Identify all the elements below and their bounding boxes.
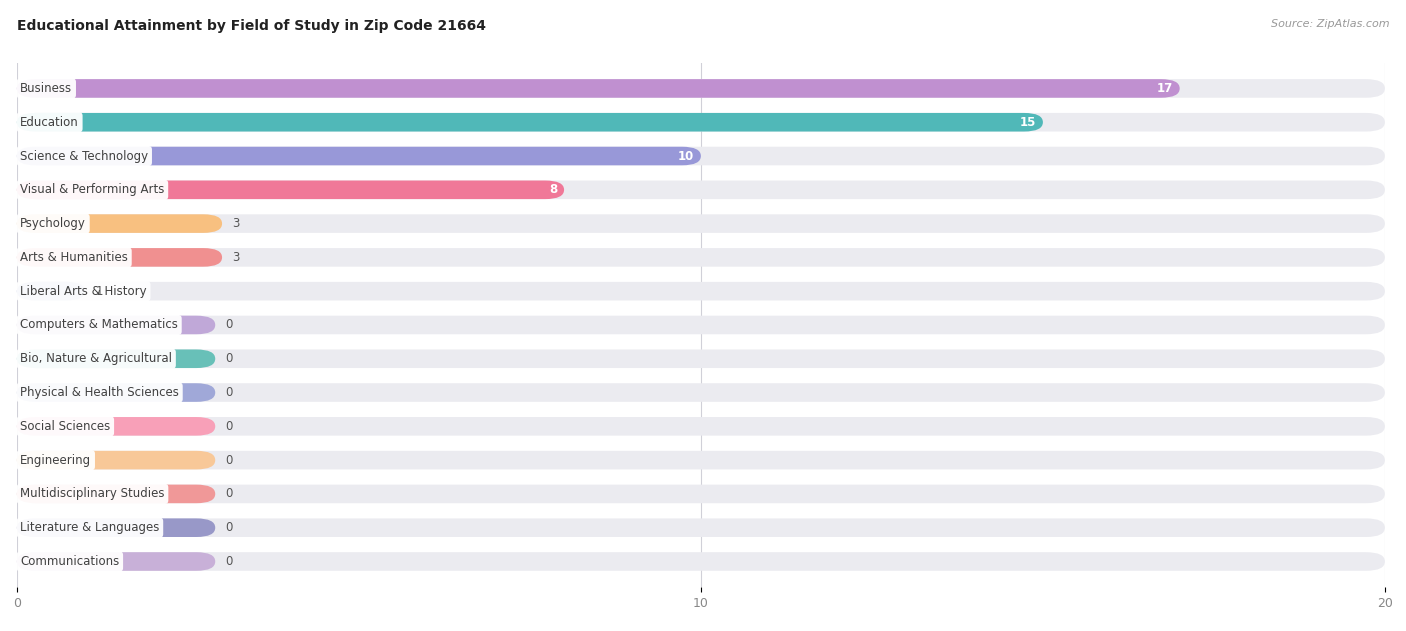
Text: 0: 0 xyxy=(225,352,233,365)
FancyBboxPatch shape xyxy=(17,316,215,334)
Text: 17: 17 xyxy=(1157,82,1173,95)
Text: 3: 3 xyxy=(232,251,239,264)
FancyBboxPatch shape xyxy=(17,383,215,402)
FancyBboxPatch shape xyxy=(17,552,215,571)
Text: Visual & Performing Arts: Visual & Performing Arts xyxy=(20,184,165,196)
FancyBboxPatch shape xyxy=(17,79,1385,98)
Text: Engineering: Engineering xyxy=(20,454,91,466)
FancyBboxPatch shape xyxy=(17,113,1385,131)
Text: 0: 0 xyxy=(225,555,233,568)
Text: Literature & Languages: Literature & Languages xyxy=(20,521,160,534)
FancyBboxPatch shape xyxy=(17,552,1385,571)
Text: 0: 0 xyxy=(225,487,233,500)
FancyBboxPatch shape xyxy=(17,350,215,368)
Text: Business: Business xyxy=(20,82,73,95)
FancyBboxPatch shape xyxy=(17,383,1385,402)
Text: 1: 1 xyxy=(96,285,103,298)
Text: Psychology: Psychology xyxy=(20,217,86,230)
FancyBboxPatch shape xyxy=(17,79,1180,98)
Text: 0: 0 xyxy=(225,319,233,331)
FancyBboxPatch shape xyxy=(17,215,222,233)
Text: 0: 0 xyxy=(225,386,233,399)
FancyBboxPatch shape xyxy=(17,417,215,435)
FancyBboxPatch shape xyxy=(17,282,1385,300)
FancyBboxPatch shape xyxy=(17,350,1385,368)
Text: 0: 0 xyxy=(225,420,233,433)
Text: Source: ZipAtlas.com: Source: ZipAtlas.com xyxy=(1271,19,1389,29)
FancyBboxPatch shape xyxy=(17,215,1385,233)
Text: Science & Technology: Science & Technology xyxy=(20,150,149,163)
FancyBboxPatch shape xyxy=(17,147,1385,165)
FancyBboxPatch shape xyxy=(17,248,1385,267)
Text: 0: 0 xyxy=(225,454,233,466)
FancyBboxPatch shape xyxy=(17,451,215,469)
FancyBboxPatch shape xyxy=(17,519,215,537)
FancyBboxPatch shape xyxy=(17,519,1385,537)
Text: Education: Education xyxy=(20,115,79,129)
Text: Communications: Communications xyxy=(20,555,120,568)
Text: Liberal Arts & History: Liberal Arts & History xyxy=(20,285,146,298)
Text: Bio, Nature & Agricultural: Bio, Nature & Agricultural xyxy=(20,352,173,365)
Text: 0: 0 xyxy=(225,521,233,534)
FancyBboxPatch shape xyxy=(17,451,1385,469)
FancyBboxPatch shape xyxy=(17,113,1043,131)
FancyBboxPatch shape xyxy=(17,180,564,199)
FancyBboxPatch shape xyxy=(17,180,1385,199)
Text: 15: 15 xyxy=(1019,115,1036,129)
FancyBboxPatch shape xyxy=(17,417,1385,435)
FancyBboxPatch shape xyxy=(17,316,1385,334)
Text: Arts & Humanities: Arts & Humanities xyxy=(20,251,128,264)
Text: Multidisciplinary Studies: Multidisciplinary Studies xyxy=(20,487,165,500)
Text: Educational Attainment by Field of Study in Zip Code 21664: Educational Attainment by Field of Study… xyxy=(17,19,486,33)
Text: Physical & Health Sciences: Physical & Health Sciences xyxy=(20,386,179,399)
Text: 8: 8 xyxy=(548,184,557,196)
Text: 10: 10 xyxy=(678,150,695,163)
FancyBboxPatch shape xyxy=(17,485,215,503)
FancyBboxPatch shape xyxy=(17,485,1385,503)
FancyBboxPatch shape xyxy=(17,282,86,300)
Text: 3: 3 xyxy=(232,217,239,230)
FancyBboxPatch shape xyxy=(17,248,222,267)
Text: Social Sciences: Social Sciences xyxy=(20,420,111,433)
FancyBboxPatch shape xyxy=(17,147,700,165)
Text: Computers & Mathematics: Computers & Mathematics xyxy=(20,319,179,331)
